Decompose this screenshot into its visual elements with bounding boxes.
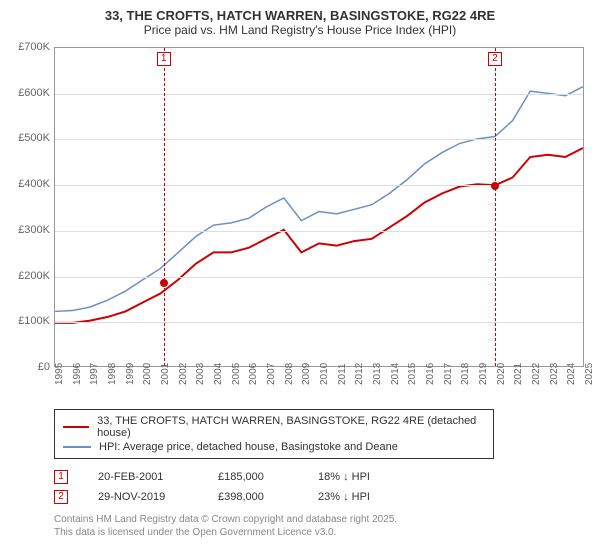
x-axis-label: 2006 [248,363,259,385]
footer-attribution: Contains HM Land Registry data © Crown c… [54,513,590,539]
sale-point [160,279,168,287]
legend-swatch-property [63,426,89,428]
legend-label: HPI: Average price, detached house, Basi… [99,441,398,453]
x-axis-label: 2020 [496,363,507,385]
y-axis-label: £300K [18,224,50,236]
x-axis-label: 2010 [319,363,330,385]
x-axis-label: 2012 [354,363,365,385]
x-axis-label: 2002 [178,363,189,385]
y-axis-label: £200K [18,270,50,282]
x-axis-label: 2021 [513,363,524,385]
series-line-hpi [55,87,583,312]
x-axis-label: 2015 [407,363,418,385]
x-axis-label: 1995 [54,363,65,385]
x-axis-label: 2024 [566,363,577,385]
gridline [55,322,583,323]
x-axis-label: 2022 [531,363,542,385]
gridline [55,277,583,278]
x-axis-label: 2011 [337,363,348,385]
chart-subtitle: Price paid vs. HM Land Registry's House … [10,23,590,37]
x-axis-label: 2014 [390,363,401,385]
x-axis-label: 1996 [72,363,83,385]
transaction-pct: 23% ↓ HPI [318,491,408,503]
x-axis-label: 2025 [584,363,595,385]
x-axis-label: 2004 [213,363,224,385]
y-axis-label: £600K [18,87,50,99]
plot-area: 12 [54,47,584,367]
x-axis-label: 2018 [460,363,471,385]
transaction-marker: 1 [54,470,68,484]
transaction-price: £185,000 [218,471,288,483]
table-row: 1 20-FEB-2001 £185,000 18% ↓ HPI [54,467,590,487]
x-axis-label: 1997 [89,363,100,385]
x-axis-label: 1998 [107,363,118,385]
y-axis-label: £400K [18,178,50,190]
x-axis-label: 2009 [301,363,312,385]
y-axis-label: £500K [18,132,50,144]
legend-swatch-hpi [63,446,91,448]
gridline [55,185,583,186]
y-axis-label: £100K [18,315,50,327]
x-axis-label: 2019 [478,363,489,385]
x-axis-label: 2008 [284,363,295,385]
x-axis-label: 2013 [372,363,383,385]
footer-line: This data is licensed under the Open Gov… [54,526,590,539]
gridline [55,94,583,95]
legend-item-property: 33, THE CROFTS, HATCH WARREN, BASINGSTOK… [63,414,485,440]
chart-area: £0£100K£200K£300K£400K£500K£600K£700K 12… [10,43,590,403]
x-axis-label: 2023 [549,363,560,385]
event-line [164,48,165,366]
x-axis-label: 2007 [266,363,277,385]
x-axis-label: 2000 [142,363,153,385]
x-axis-label: 1999 [125,363,136,385]
y-axis-label: £700K [18,41,50,53]
transaction-price: £398,000 [218,491,288,503]
sale-point [491,182,499,190]
event-marker: 1 [157,52,171,66]
event-marker: 2 [488,52,502,66]
transaction-marker: 2 [54,490,68,504]
y-axis-label: £0 [38,361,50,373]
transactions-table: 1 20-FEB-2001 £185,000 18% ↓ HPI 2 29-NO… [54,467,590,507]
transaction-pct: 18% ↓ HPI [318,471,408,483]
series-line-property [55,148,583,323]
legend-label: 33, THE CROFTS, HATCH WARREN, BASINGSTOK… [97,415,485,439]
x-axis-label: 2003 [195,363,206,385]
transaction-date: 20-FEB-2001 [98,471,188,483]
transaction-date: 29-NOV-2019 [98,491,188,503]
gridline [55,139,583,140]
chart-title-block: 33, THE CROFTS, HATCH WARREN, BASINGSTOK… [10,8,590,37]
x-axis-label: 2005 [231,363,242,385]
legend: 33, THE CROFTS, HATCH WARREN, BASINGSTOK… [54,409,494,459]
x-axis-label: 2017 [443,363,454,385]
footer-line: Contains HM Land Registry data © Crown c… [54,513,590,526]
event-line [495,48,496,366]
gridline [55,231,583,232]
chart-title: 33, THE CROFTS, HATCH WARREN, BASINGSTOK… [10,8,590,23]
x-axis-label: 2001 [160,363,171,385]
table-row: 2 29-NOV-2019 £398,000 23% ↓ HPI [54,487,590,507]
x-axis-label: 2016 [425,363,436,385]
legend-item-hpi: HPI: Average price, detached house, Basi… [63,440,485,454]
